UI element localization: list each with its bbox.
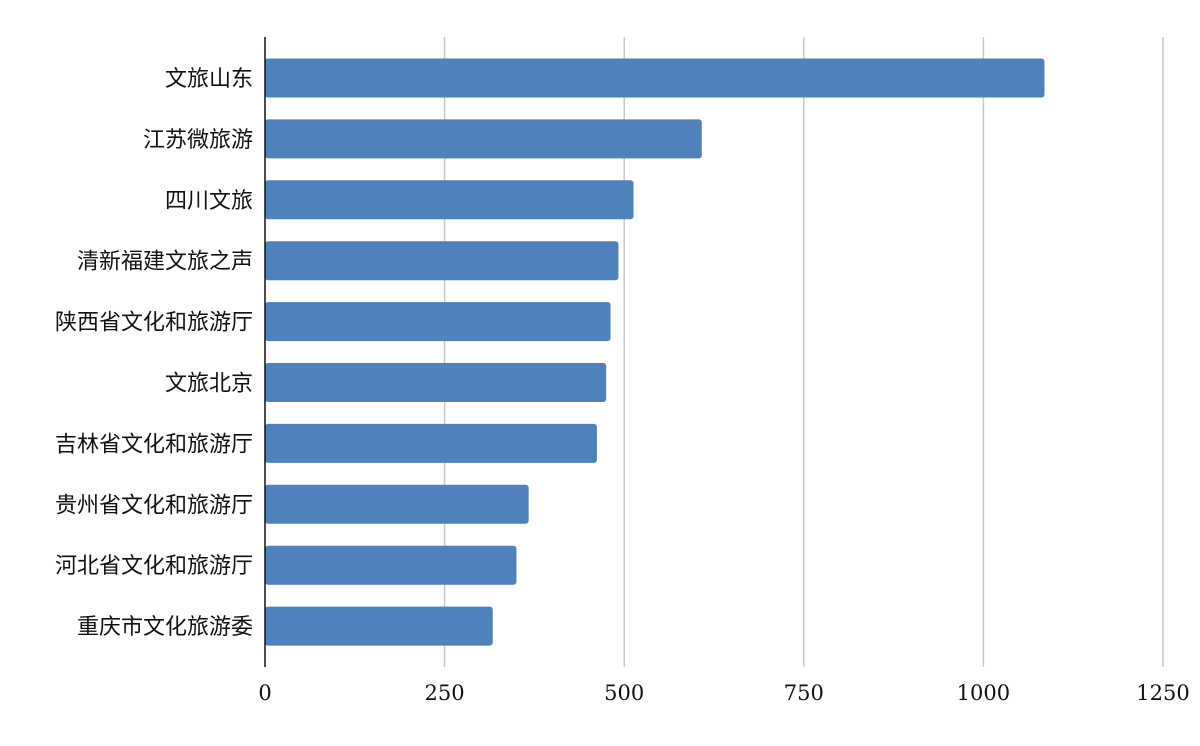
y-category-label: 江苏微旅游 bbox=[143, 128, 253, 153]
y-category-label: 四川文旅 bbox=[165, 189, 253, 214]
tick-labels: 0 250 500 750 1000 1250 bbox=[258, 681, 1189, 705]
category-labels: 文旅山东江苏微旅游四川文旅清新福建文旅之声陕西省文化和旅游厅文旅北京吉林省文化和… bbox=[55, 67, 253, 640]
x-tick-label: 1250 bbox=[1136, 681, 1189, 705]
bar bbox=[265, 545, 517, 585]
y-category-label: 河北省文化和旅游厅 bbox=[55, 554, 253, 579]
x-tick-label: 1000 bbox=[957, 681, 1010, 705]
y-category-label: 文旅山东 bbox=[165, 67, 253, 92]
bar bbox=[265, 241, 619, 281]
x-tick-label: 250 bbox=[425, 681, 465, 705]
y-category-label: 贵州省文化和旅游厅 bbox=[55, 493, 253, 518]
bar bbox=[265, 302, 611, 342]
y-category-label: 重庆市文化旅游委 bbox=[77, 615, 253, 640]
bar bbox=[265, 606, 493, 646]
y-category-label: 吉林省文化和旅游厅 bbox=[55, 432, 253, 457]
x-tick-label: 500 bbox=[604, 681, 644, 705]
bar bbox=[265, 119, 702, 159]
bar bbox=[265, 363, 607, 402]
y-category-label: 陕西省文化和旅游厅 bbox=[55, 311, 253, 336]
y-category-label: 清新福建文旅之声 bbox=[77, 250, 253, 275]
y-category-label: 文旅北京 bbox=[165, 372, 253, 397]
bar bbox=[265, 423, 597, 463]
x-tick-label: 0 bbox=[258, 681, 271, 705]
bar bbox=[265, 180, 634, 220]
bar bbox=[265, 58, 1045, 98]
x-tick-label: 750 bbox=[784, 681, 824, 705]
bars bbox=[265, 58, 1045, 646]
bar bbox=[265, 484, 529, 524]
